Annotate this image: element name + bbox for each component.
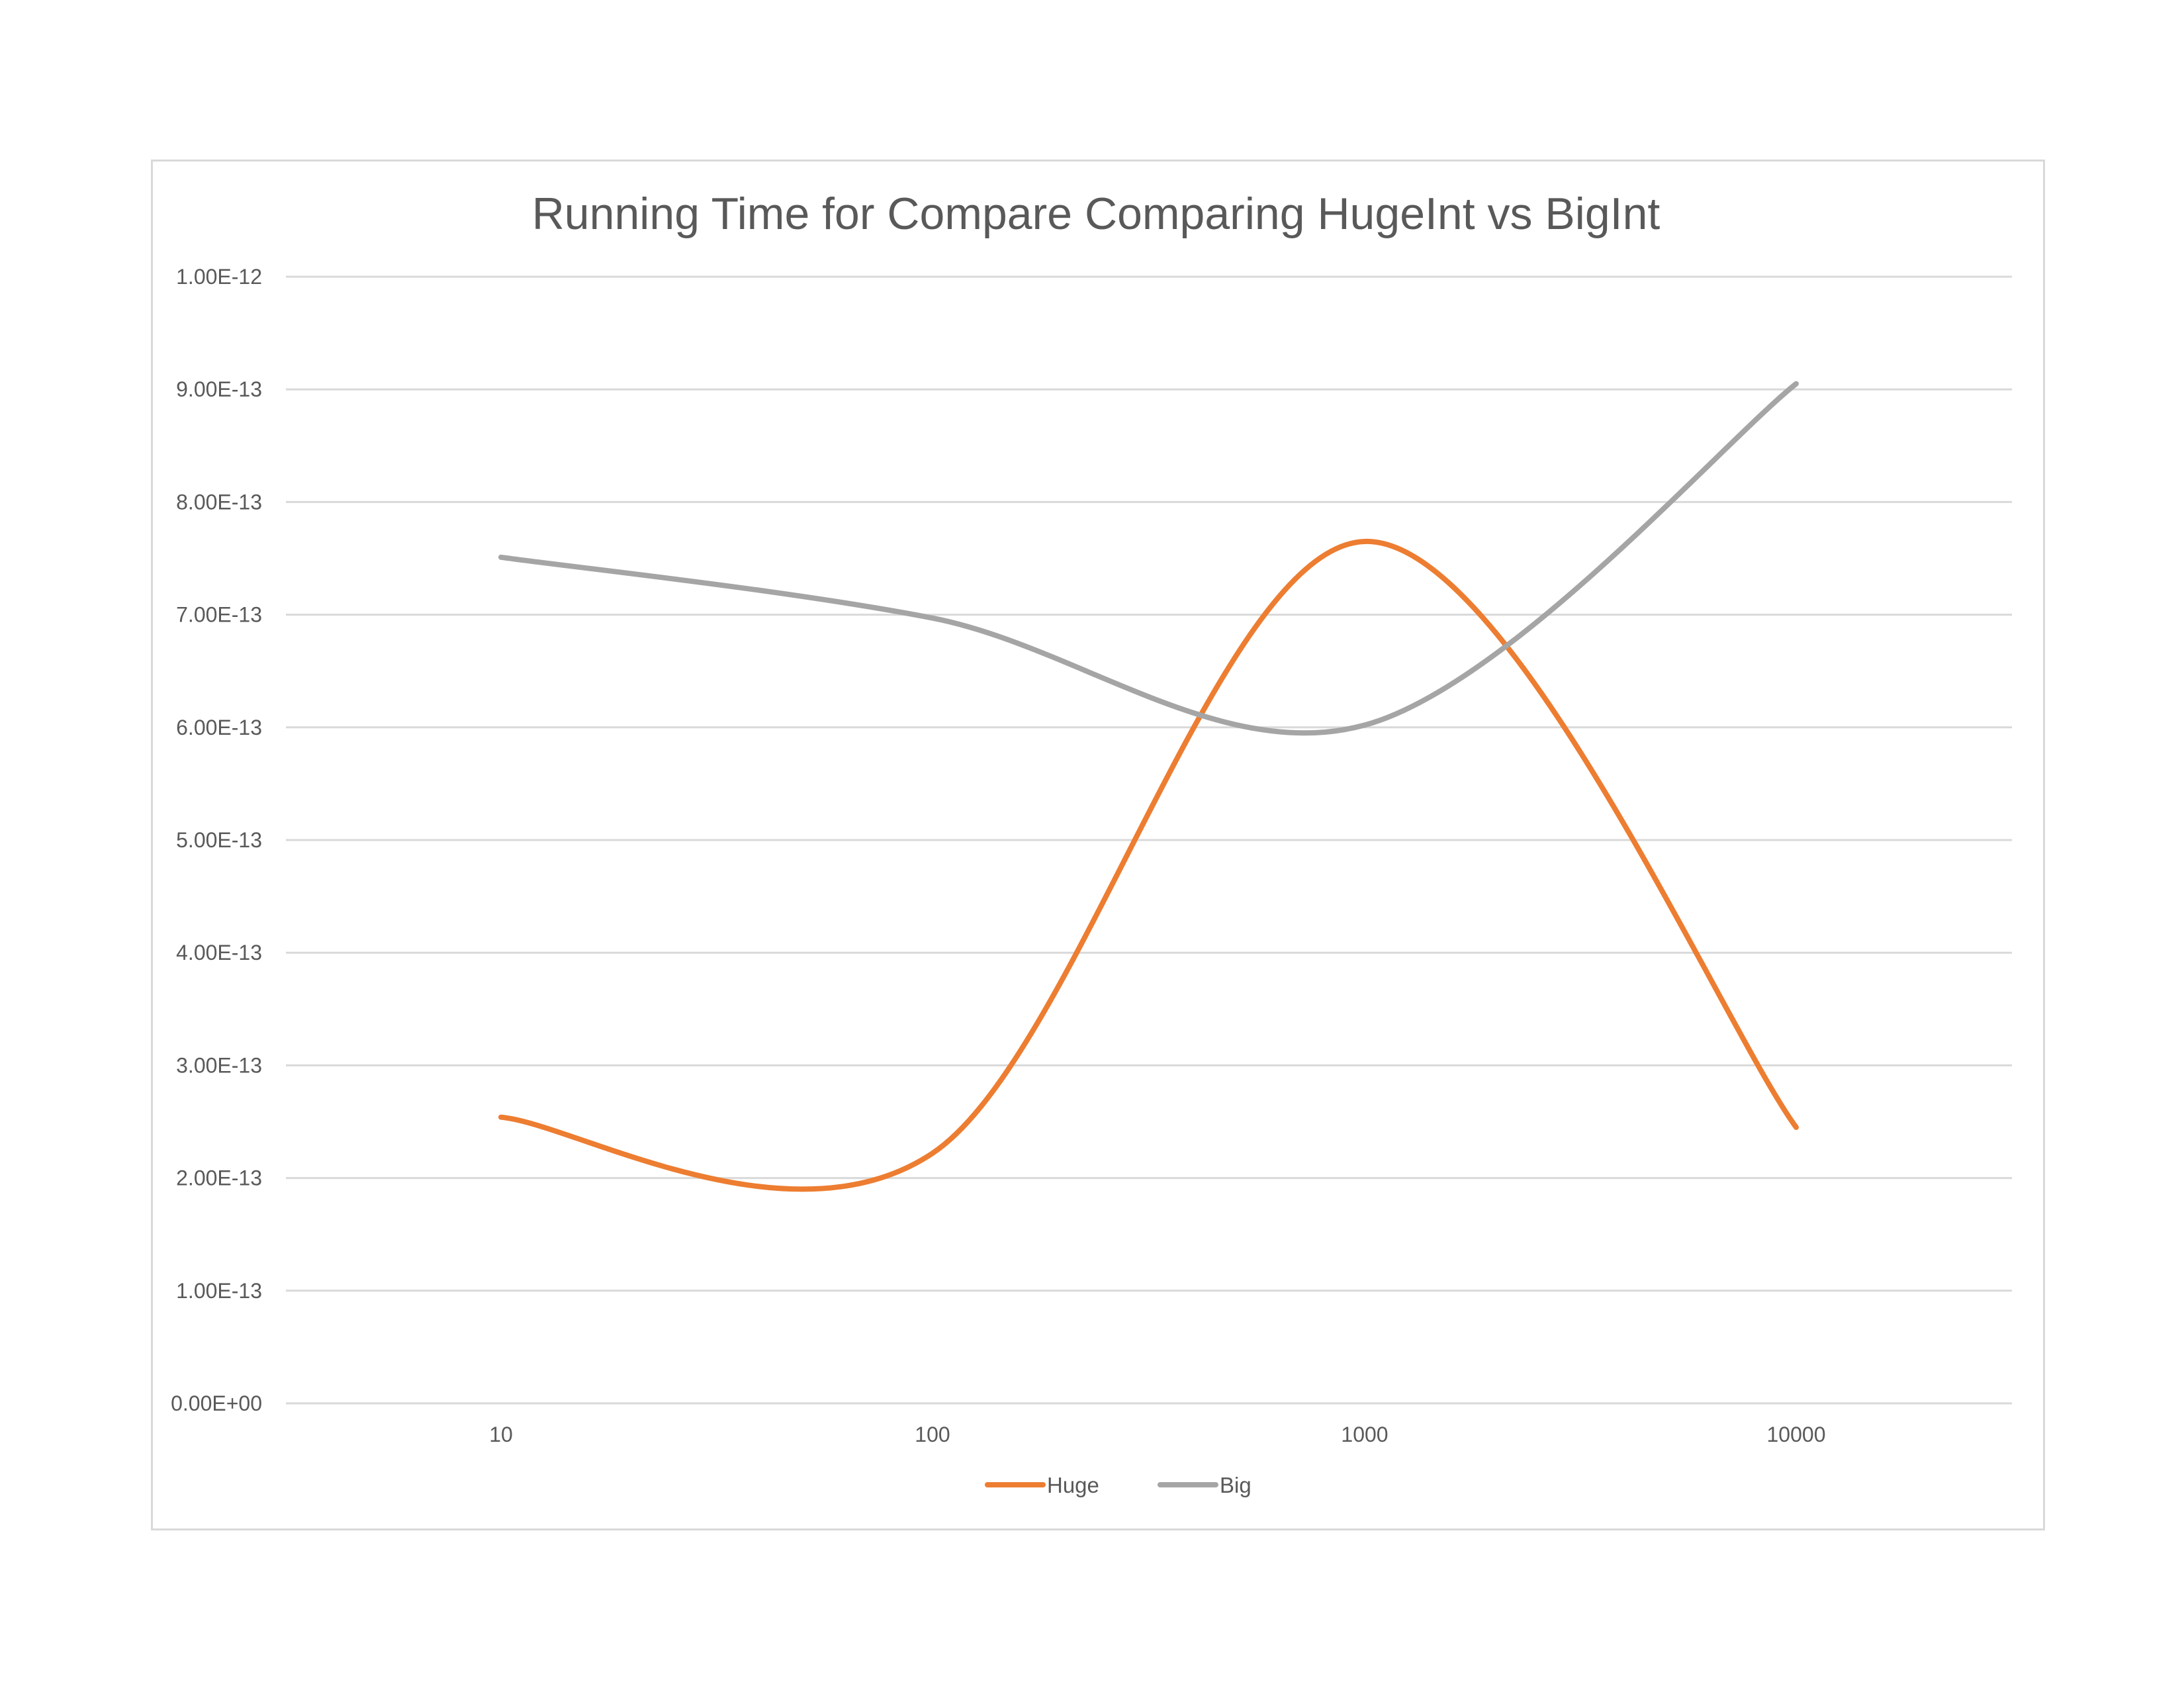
y-tick-label: 3.00E-13 xyxy=(176,1053,262,1077)
x-tick-label: 1000 xyxy=(1341,1423,1388,1446)
y-tick-label: 9.00E-13 xyxy=(176,377,262,401)
gridlines xyxy=(286,275,2012,1405)
x-tick-label: 10000 xyxy=(1767,1423,1826,1446)
legend: Huge Big xyxy=(985,1473,1251,1497)
chart-area xyxy=(151,160,2045,1530)
y-axis-tick-labels: 0.00E+00 1.00E-13 2.00E-13 3.00E-13 4.00E-13… xyxy=(171,265,262,1415)
y-tick-label: 2.00E-13 xyxy=(176,1166,262,1190)
y-tick-label: 7.00E-13 xyxy=(176,603,262,627)
y-tick-label: 1.00E-12 xyxy=(176,265,262,289)
y-tick-label: 0.00E+00 xyxy=(171,1391,262,1415)
legend-label-huge: Huge xyxy=(1047,1473,1099,1497)
plot-series xyxy=(498,381,1799,1192)
series-line-big xyxy=(498,381,1799,736)
y-tick-label: 5.00E-13 xyxy=(176,828,262,852)
x-tick-label: 100 xyxy=(915,1423,950,1446)
x-axis-tick-labels: 10 100 1000 10000 xyxy=(489,1423,1825,1446)
x-tick-label: 10 xyxy=(489,1423,513,1446)
chart-title: Running Time for Compare Comparing HugeI… xyxy=(532,189,1661,239)
series-line-huge xyxy=(498,538,1799,1192)
legend-label-big: Big xyxy=(1220,1473,1251,1497)
y-tick-label: 8.00E-13 xyxy=(176,490,262,514)
y-tick-label: 4.00E-13 xyxy=(176,941,262,964)
y-tick-label: 1.00E-13 xyxy=(176,1279,262,1303)
y-tick-label: 6.00E-13 xyxy=(176,716,262,739)
